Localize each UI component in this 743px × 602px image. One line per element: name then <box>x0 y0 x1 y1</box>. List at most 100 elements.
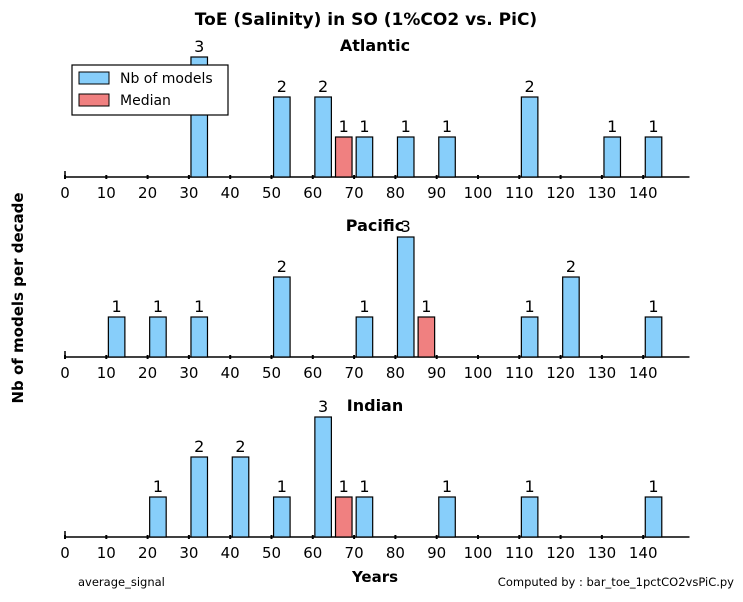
bar-value-label: 1 <box>421 297 431 316</box>
model-count-bar <box>314 416 332 538</box>
x-tick-label: 10 <box>97 364 116 382</box>
model-count-bar <box>272 96 291 178</box>
footer-right-text: Computed by : bar_toe_1pctCO2vsPiC.py <box>498 575 734 589</box>
model-count-bar <box>438 136 456 178</box>
bar-value-label: 2 <box>194 437 204 456</box>
panel-pacific: Pacific 0 10 20 30 40 50 60 70 80 90 100 110 120 130 14… <box>60 216 690 382</box>
bar-value-label: 1 <box>442 477 452 496</box>
x-tick-label: 10 <box>97 184 116 202</box>
bar-value-label: 1 <box>153 297 163 316</box>
panel-title: Indian <box>347 396 403 415</box>
model-count-bar <box>272 496 291 538</box>
bar-value-label: 1 <box>359 477 369 496</box>
bar-value-label: 1 <box>194 297 204 316</box>
bar-value-label: 1 <box>112 297 122 316</box>
median-bar <box>334 496 353 538</box>
x-tick-label: 20 <box>138 364 157 382</box>
x-tick-label: 60 <box>303 544 322 562</box>
x-tick-label: 110 <box>505 184 534 202</box>
x-tick-label: 80 <box>386 364 405 382</box>
median-bar <box>334 136 353 178</box>
bar-value-label: 1 <box>339 117 349 136</box>
model-count-bar <box>107 316 126 358</box>
legend-swatch <box>78 71 110 85</box>
x-tick-label: 40 <box>221 364 240 382</box>
x-tick-label: 80 <box>386 544 405 562</box>
panel-title: Atlantic <box>340 36 410 55</box>
x-tick-label: 70 <box>345 184 364 202</box>
x-tick-label: 0 <box>60 364 70 382</box>
x-tick-label: 120 <box>546 184 575 202</box>
x-tick-label: 130 <box>588 544 617 562</box>
model-count-bar <box>272 276 291 358</box>
bar-value-label: 2 <box>235 437 245 456</box>
model-count-bar <box>603 136 622 178</box>
x-tick-label: 140 <box>629 544 658 562</box>
x-tick-label: 110 <box>505 544 534 562</box>
bar-value-label: 1 <box>648 477 658 496</box>
panel-atlantic: Atlantic 0 10 20 30 40 50 60 70 80 90 100 110 120 130 1… <box>60 36 690 202</box>
legend: Nb of models Median <box>71 64 229 116</box>
model-count-bar <box>520 496 539 538</box>
bar-value-label: 1 <box>339 477 349 496</box>
model-count-bar <box>562 276 580 358</box>
legend-label: Median <box>120 93 171 109</box>
x-tick-label: 50 <box>262 544 281 562</box>
bar-value-label: 1 <box>401 117 411 136</box>
footer-left-text: average_signal <box>78 575 165 589</box>
x-tick-label: 80 <box>386 184 405 202</box>
model-count-bar <box>644 496 663 538</box>
x-tick-label: 0 <box>60 184 70 202</box>
model-count-bar <box>438 496 456 538</box>
bar-value-label: 1 <box>525 297 535 316</box>
x-tick-label: 110 <box>505 364 534 382</box>
panel-indian: Indian 0 10 20 30 40 50 60 70 80 90 100 110 120 130 140… <box>60 396 690 562</box>
x-tick-label: 60 <box>303 184 322 202</box>
figure-title: ToE (Salinity) in SO (1%CO2 vs. PiC) <box>195 10 537 30</box>
x-tick-label: 100 <box>464 364 493 382</box>
x-tick-label: 60 <box>303 364 322 382</box>
legend-swatch <box>78 93 110 107</box>
bar-value-label: 3 <box>194 37 204 56</box>
model-count-bar <box>644 136 663 178</box>
x-tick-label: 120 <box>546 364 575 382</box>
bar-value-label: 1 <box>607 117 617 136</box>
x-tick-label: 10 <box>97 544 116 562</box>
panel-title: Pacific <box>346 216 404 235</box>
bar-value-label: 1 <box>153 477 163 496</box>
x-tick-label: 30 <box>179 544 198 562</box>
model-count-bar <box>149 316 167 358</box>
x-tick-label: 90 <box>427 364 446 382</box>
x-tick-label: 70 <box>345 544 364 562</box>
y-axis-label: Nb of models per decade <box>9 192 27 403</box>
model-count-bar <box>355 136 374 178</box>
bar-value-label: 3 <box>401 217 411 236</box>
x-tick-label: 140 <box>629 364 658 382</box>
median-bar <box>417 316 436 358</box>
x-tick-label: 100 <box>464 184 493 202</box>
x-tick-label: 100 <box>464 544 493 562</box>
bar-value-label: 3 <box>318 397 328 416</box>
x-tick-label: 20 <box>138 184 157 202</box>
bar-value-label: 1 <box>648 297 658 316</box>
model-count-bar <box>520 316 539 358</box>
x-tick-label: 70 <box>345 364 364 382</box>
model-count-bar <box>355 316 374 358</box>
model-count-bar <box>314 96 332 178</box>
x-tick-label: 40 <box>221 184 240 202</box>
bar-value-label: 1 <box>525 477 535 496</box>
model-count-bar <box>520 96 539 178</box>
legend-label: Nb of models <box>120 71 213 87</box>
x-tick-label: 40 <box>221 544 240 562</box>
bar-value-label: 2 <box>525 77 535 96</box>
bar-value-label: 1 <box>648 117 658 136</box>
bar-value-label: 2 <box>566 257 576 276</box>
bar-value-label: 1 <box>359 297 369 316</box>
model-count-bar <box>190 456 209 538</box>
x-tick-label: 90 <box>427 184 446 202</box>
x-tick-label: 50 <box>262 184 281 202</box>
model-count-bar <box>355 496 374 538</box>
